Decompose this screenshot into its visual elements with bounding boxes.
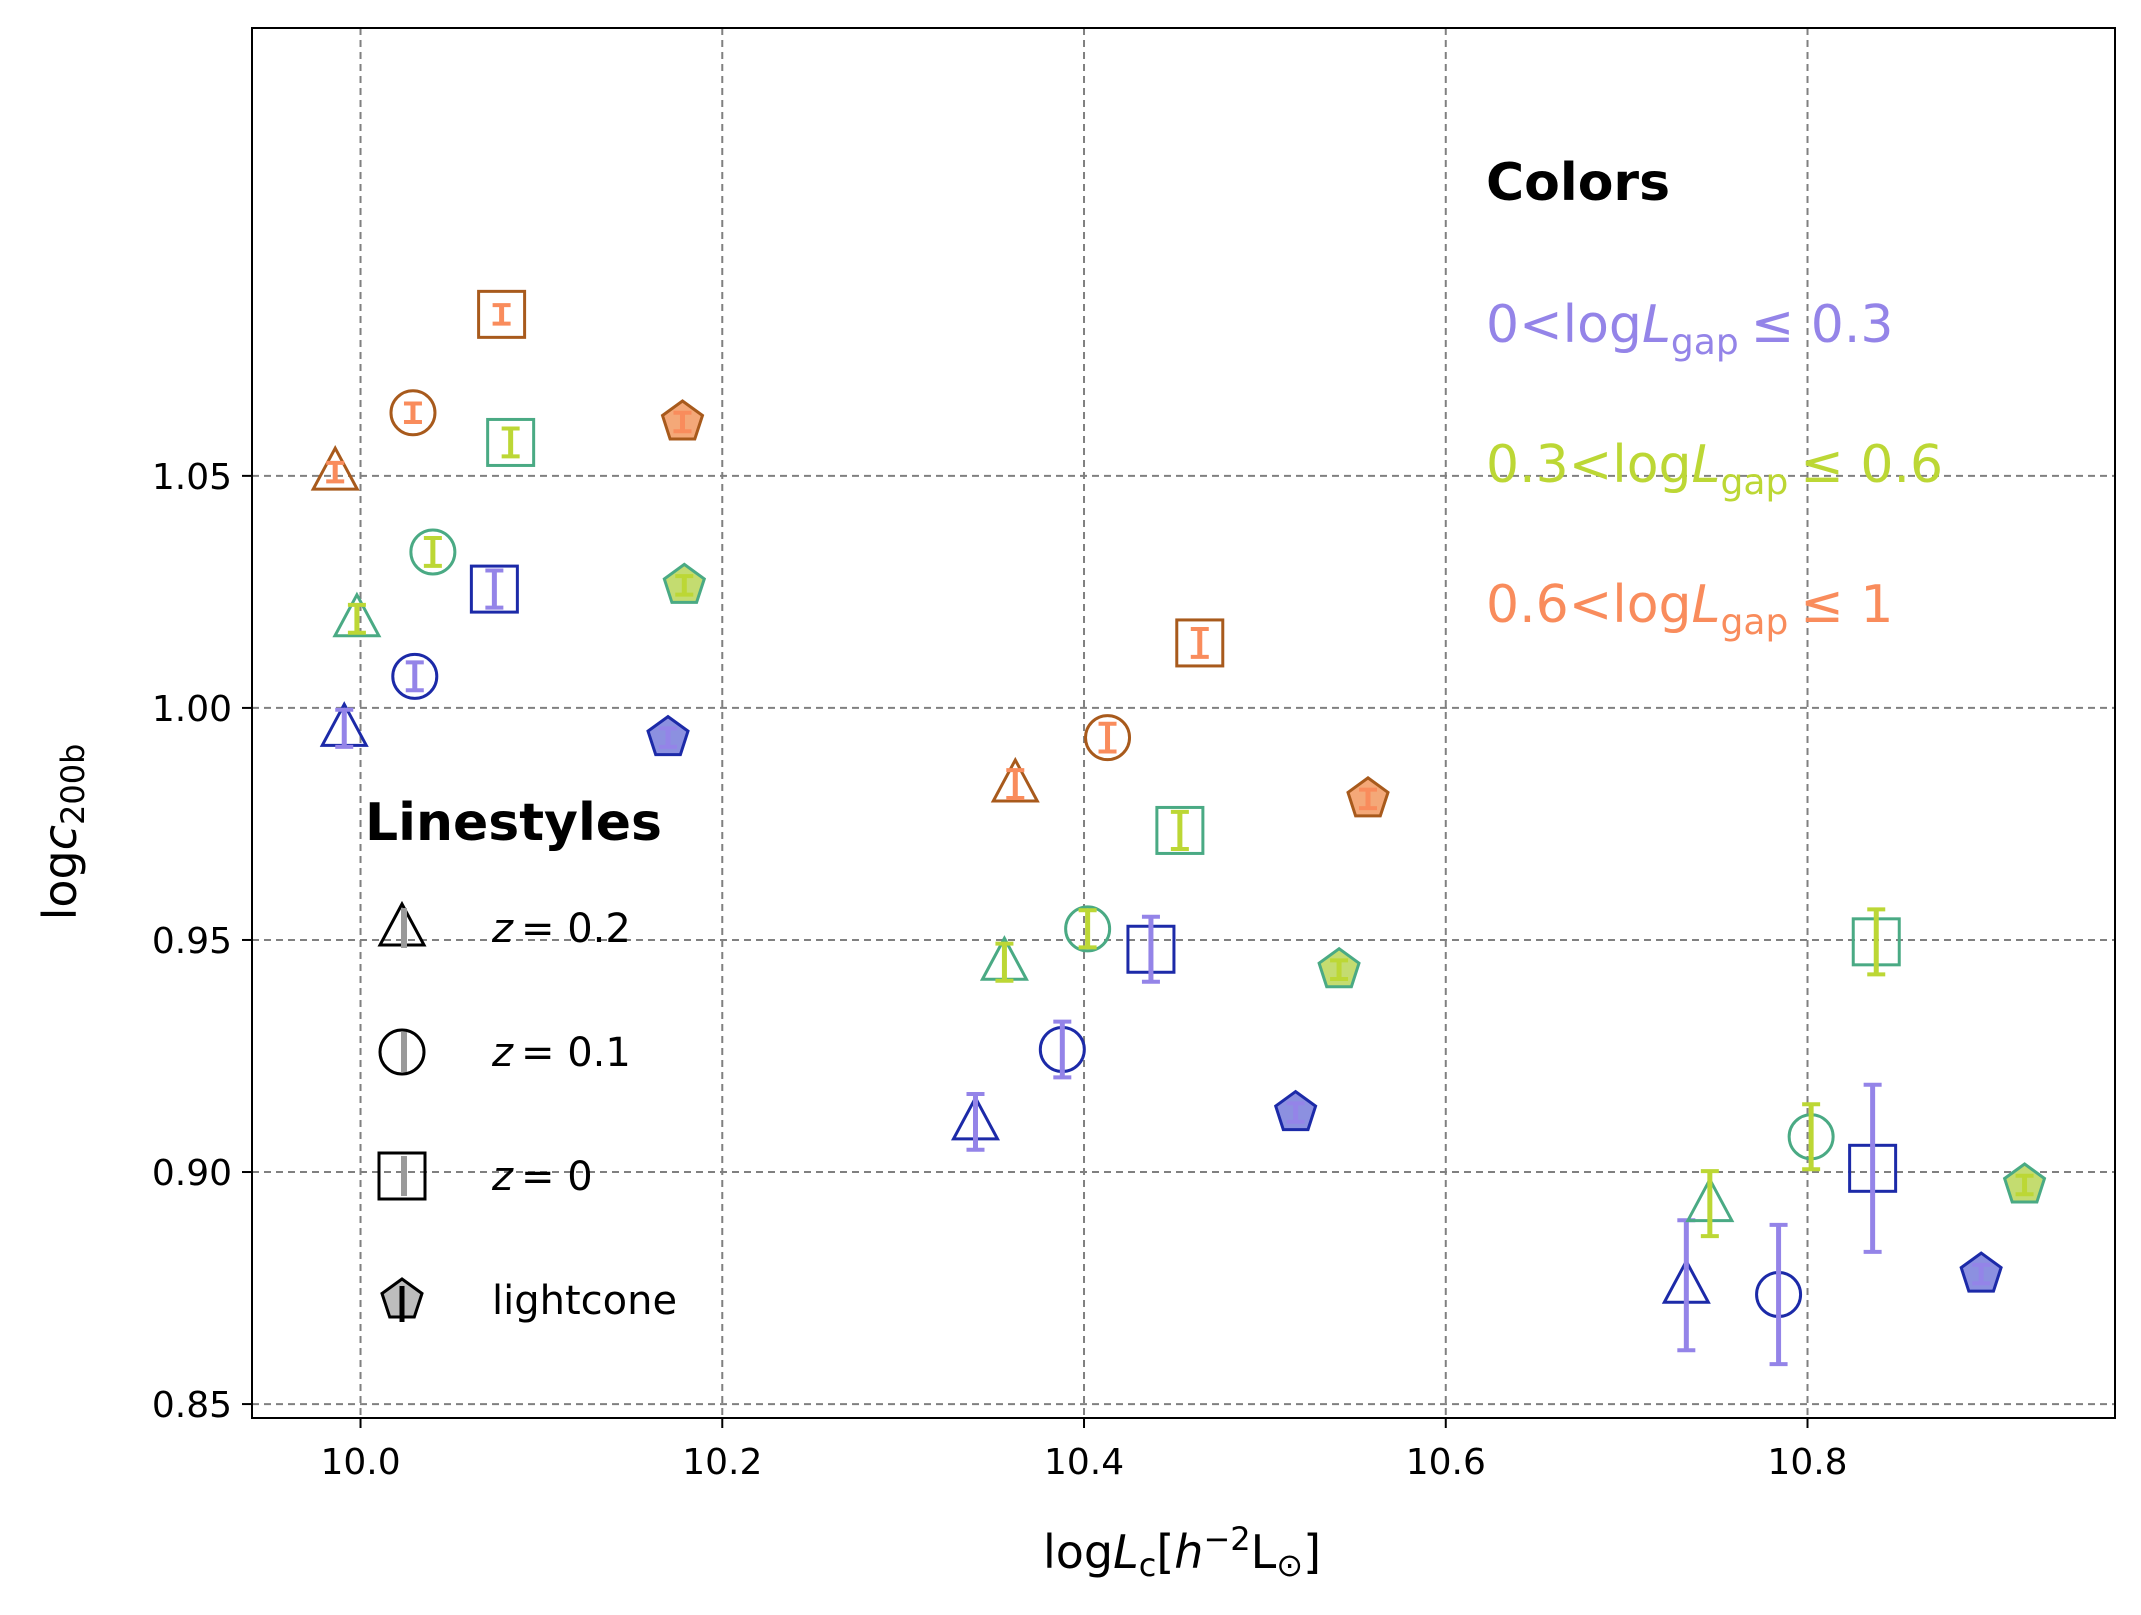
marker-triangle	[310, 444, 360, 491]
linestyles-legend-label: z = 0.2	[491, 906, 631, 952]
colors-legend-entry: 0.3<logLgap ≤ 0.6	[1486, 435, 1943, 503]
data-point	[332, 591, 382, 638]
marker-square	[469, 564, 519, 614]
data-point	[662, 562, 707, 604]
axis-ticks: 10.0 10.2 10.4 10.6 10.8 0.85 0.90 0.95 1.00 1.05	[152, 457, 1848, 1483]
y-tick-label: 1.05	[152, 457, 232, 498]
marker-square	[477, 289, 527, 339]
plot-frame	[251, 27, 2116, 1419]
data-point	[1064, 905, 1112, 953]
marker-circle	[1064, 905, 1112, 953]
data-point	[950, 1092, 1001, 1152]
data-point	[391, 652, 439, 700]
linestyles-legend-entries: z = 0.2 z = 0.1 z = 0 lightcone	[377, 900, 677, 1324]
data-point	[1084, 714, 1132, 762]
data-point	[1038, 1019, 1086, 1080]
data-point	[1155, 805, 1205, 855]
marker-circle	[391, 652, 439, 700]
x-axis-label: logLc[h−2L⊙]	[1043, 1520, 1321, 1584]
x-tick-label: 10.8	[1767, 1442, 1847, 1483]
data-point	[409, 528, 457, 576]
data-point	[990, 756, 1040, 803]
marker-circle	[1084, 714, 1132, 762]
linestyles-legend-entry: z = 0	[377, 1151, 593, 1201]
colors-legend: Colors 0<logLgap ≤ 0.3 0.3<logLgap ≤ 0.6 0.6…	[1486, 153, 1943, 643]
data-point	[1346, 776, 1390, 818]
linestyles-legend-entry: lightcone	[380, 1277, 677, 1324]
marker-circle	[409, 528, 457, 576]
y-tick-label: 1.00	[152, 689, 232, 730]
colors-legend-entry: 0<logLgap ≤ 0.3	[1486, 295, 1893, 363]
linestyles-legend-title: Linestyles	[365, 793, 662, 853]
linestyles-legend-label: z = 0	[491, 1154, 593, 1200]
marker-square	[1175, 618, 1225, 668]
data-point	[1273, 1089, 1318, 1132]
marker-triangle	[990, 756, 1040, 803]
data-point	[389, 389, 437, 437]
colors-legend-title: Colors	[1486, 153, 1670, 213]
data-point	[1787, 1102, 1835, 1172]
x-tick-label: 10.4	[1044, 1442, 1124, 1483]
y-tick-label: 0.90	[152, 1153, 232, 1194]
colors-legend-entry: 0.6<logLgap ≤ 1	[1486, 575, 1893, 643]
data-point	[486, 417, 536, 467]
data-point	[1755, 1222, 1803, 1367]
linestyles-legend-label: lightcone	[492, 1278, 677, 1324]
y-axis-label: logc200b	[33, 744, 92, 921]
data-point	[1685, 1169, 1735, 1239]
data-point	[660, 399, 705, 441]
linestyles-legend-label: z = 0.1	[491, 1030, 631, 1076]
linestyles-legend: Linestyles z = 0.2 z = 0.1 z = 0 lightcone	[365, 793, 677, 1324]
marker-square	[486, 417, 536, 467]
data-point	[1661, 1218, 1711, 1353]
x-tick-label: 10.0	[320, 1442, 400, 1483]
data-point	[469, 564, 519, 614]
colors-legend-entries: 0<logLgap ≤ 0.3 0.3<logLgap ≤ 0.6 0.6<logLga…	[1486, 295, 1943, 643]
x-tick-label: 10.2	[682, 1442, 762, 1483]
data-points	[310, 289, 2047, 1367]
legend-marker-square	[377, 1151, 427, 1201]
data-point	[1126, 914, 1176, 984]
data-point	[1317, 946, 1361, 989]
data-point	[477, 289, 527, 339]
x-tick-label: 10.6	[1406, 1442, 1486, 1483]
data-point	[979, 935, 1029, 983]
data-point	[646, 714, 690, 757]
data-point	[1851, 907, 1901, 977]
data-point	[1175, 618, 1225, 668]
y-tick-label: 0.95	[152, 921, 232, 962]
data-point	[2002, 1162, 2047, 1204]
grid-lines	[252, 28, 2115, 1418]
data-point	[310, 444, 360, 491]
marker-circle	[389, 389, 437, 437]
linestyles-legend-entry: z = 0.1	[378, 1028, 631, 1076]
legend-marker-circle	[378, 1028, 426, 1076]
linestyles-legend-entry: z = 0.2	[377, 900, 631, 952]
y-tick-label: 0.85	[152, 1385, 232, 1426]
data-point	[1848, 1082, 1898, 1254]
marker-triangle	[332, 591, 382, 638]
data-point	[1959, 1251, 2003, 1293]
data-point	[319, 701, 369, 749]
marker-square	[1155, 805, 1205, 855]
